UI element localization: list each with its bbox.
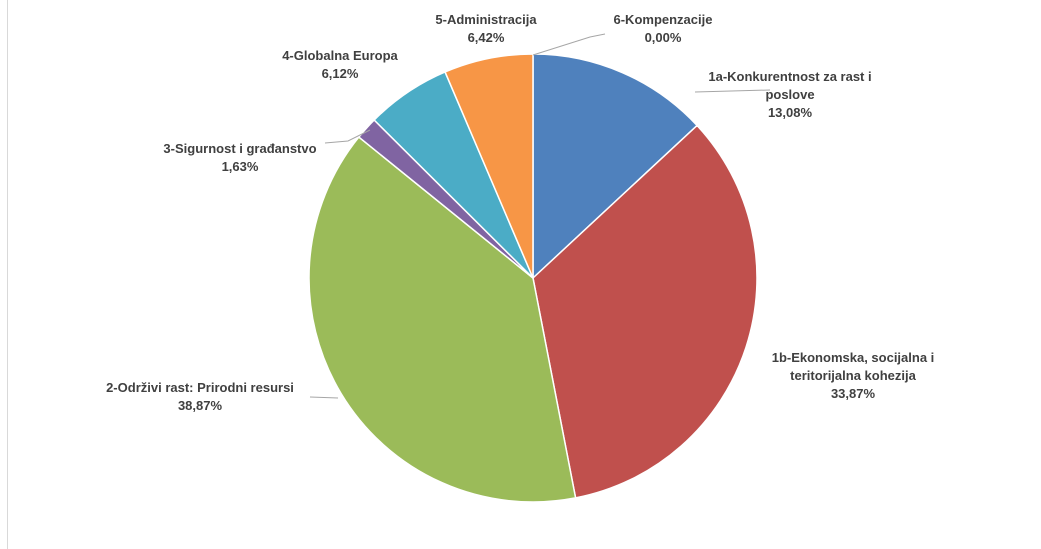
data-label-value: 33,87%: [831, 386, 876, 401]
data-label-name: 1a-Konkurentnost za rast i: [708, 69, 871, 84]
leader-line-3-sigurnost-i-gradanstvo: [324, 129, 371, 144]
pie-slice-2-odrzivi-rast-prirodni-resursi: [308, 136, 577, 503]
data-label-1a-konkurentnost-za-rast-i-poslove: 1a-Konkurentnost za rast i poslove 13,08%: [708, 69, 871, 120]
data-label-value: 6,42%: [468, 30, 505, 45]
data-label-value: 6,12%: [322, 66, 359, 81]
data-label-value: 0,00%: [645, 30, 682, 45]
data-label-name: 2-Održivi rast: Prirodni resursi: [106, 380, 294, 395]
data-label-name: 6-Kompenzacije: [614, 12, 713, 27]
leader-line-1a-konkurentnost-za-rast-i-poslove: [694, 89, 771, 93]
pie-slice-5-administracija: [444, 53, 534, 279]
leader-line-2-odrzivi-rast-prirodni-resursi: [309, 396, 339, 399]
chart-border: [7, 0, 8, 549]
pie-wedges: [308, 53, 758, 503]
data-label-value: 1,63%: [222, 159, 259, 174]
leader-lines: [309, 33, 771, 399]
data-label-1b-ekonomska-socijalna-i-teritorijalna-kohezija: 1b-Ekonomska, socijalna i teritorijalna k…: [772, 350, 935, 401]
data-label-value: 13,08%: [768, 105, 813, 120]
data-labels: 1a-Konkurentnost za rast i poslove 13,08%1…: [106, 12, 934, 413]
data-label-name: 5-Administracija: [435, 12, 537, 27]
data-label-value: 38,87%: [178, 398, 223, 413]
data-label-4-globalna-europa: 4-Globalna Europa 6,12%: [282, 48, 398, 81]
data-label-2-odrzivi-rast-prirodni-resursi: 2-Održivi rast: Prirodni resursi 38,87%: [106, 380, 294, 413]
data-label-3-sigurnost-i-gradanstvo: 3-Sigurnost i građanstvo 1,63%: [163, 141, 316, 174]
data-label-name: teritorijalna kohezija: [790, 368, 916, 383]
data-label-6-kompenzacije: 6-Kompenzacije 0,00%: [614, 12, 713, 45]
data-label-5-administracija: 5-Administracija 6,42%: [435, 12, 537, 45]
data-label-name: poslove: [765, 87, 814, 102]
data-label-name: 4-Globalna Europa: [282, 48, 398, 63]
leader-line-6-kompenzacije: [532, 33, 606, 56]
pie-slice-1b-ekonomska-socijalna-i-teritorijalna-kohezija: [532, 124, 758, 499]
pie-slice-1a-konkurentnost-za-rast-i-poslove: [532, 53, 699, 280]
data-label-name: 1b-Ekonomska, socijalna i: [772, 350, 935, 365]
data-label-name: 3-Sigurnost i građanstvo: [163, 141, 316, 156]
